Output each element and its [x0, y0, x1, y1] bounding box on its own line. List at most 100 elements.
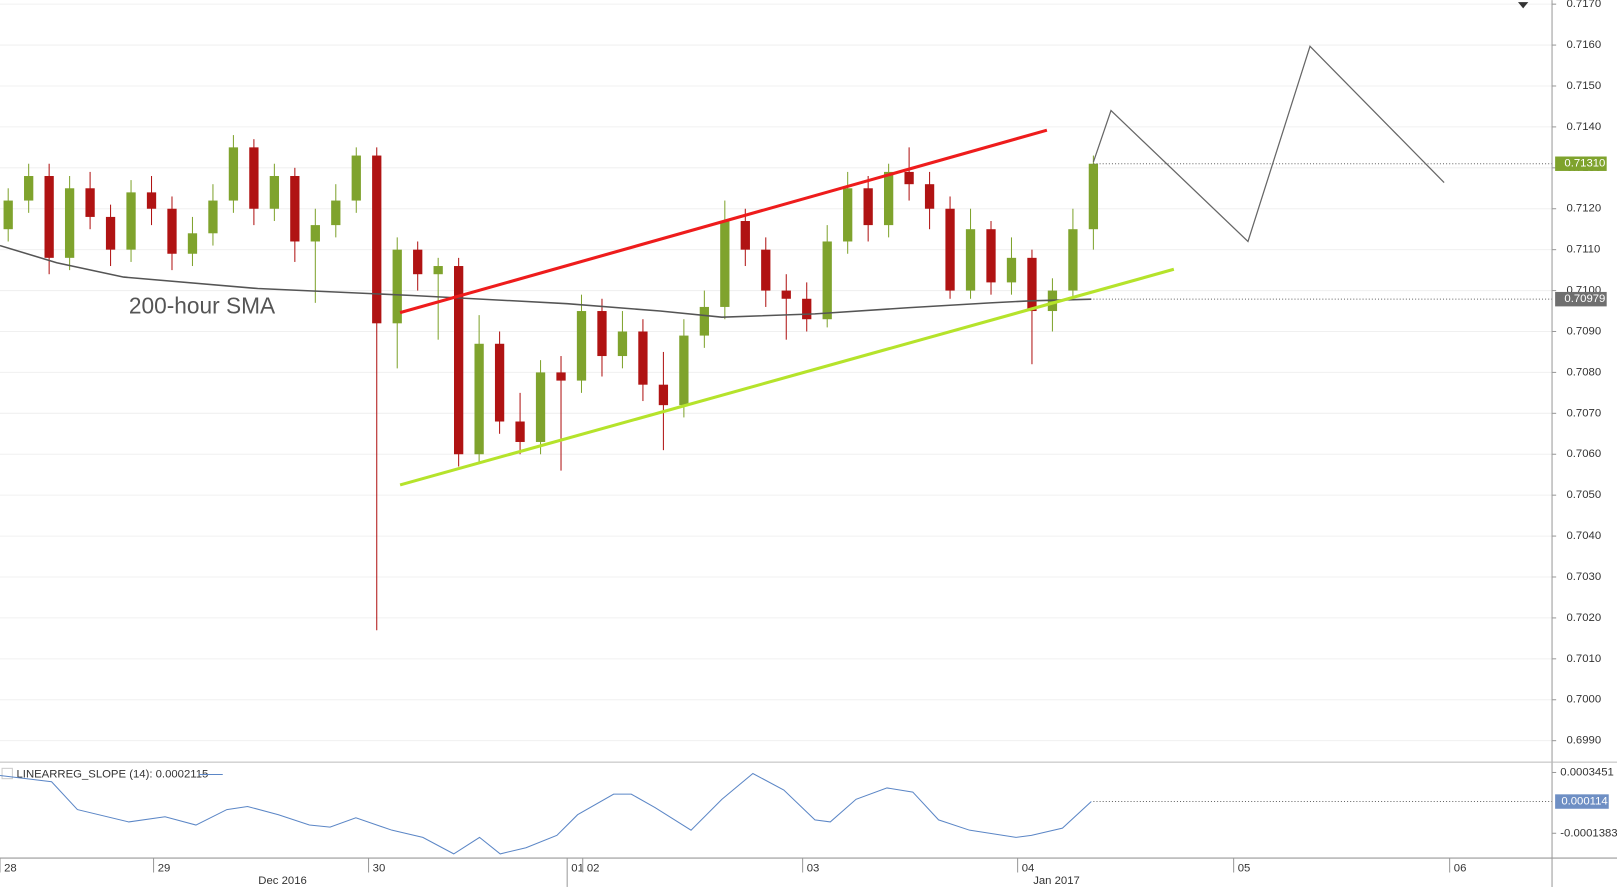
candle-body [372, 155, 382, 324]
indicator-label: LINEARREG_SLOPE (14): 0.0002115 [17, 769, 209, 781]
candle-body [413, 249, 423, 275]
candle-body [658, 384, 669, 406]
candle-body [1088, 163, 1099, 230]
price-tag-label: 0.70979 [1564, 293, 1605, 305]
candle-body [638, 331, 648, 385]
candle-body [822, 241, 832, 320]
candle-body [24, 176, 34, 201]
sma-label: 200-hour SMA [129, 292, 276, 318]
grid [0, 3, 1553, 742]
x-tick-label: 05 [1238, 862, 1251, 874]
candle-body [392, 249, 402, 324]
y-tick-label: 0.7140 [1566, 121, 1601, 133]
x-tick-label: 06 [1454, 862, 1467, 874]
menu-arrow[interactable] [1518, 2, 1529, 9]
candle-body [781, 290, 791, 299]
candle-body [761, 249, 771, 291]
x-tick-label: 28 [4, 862, 17, 874]
month-label: Dec 2016 [258, 875, 307, 887]
candle-body [167, 208, 177, 254]
candle-body [228, 147, 239, 201]
candle-body [85, 188, 95, 217]
candle-body [515, 421, 525, 442]
candle-body [331, 200, 341, 226]
candle-body [986, 229, 996, 283]
trend-line [399, 128, 1048, 315]
candle-body [843, 188, 853, 242]
candle-body [597, 311, 607, 357]
candle-body [3, 200, 13, 230]
candle-body [965, 229, 976, 291]
price-tag [1555, 291, 1607, 307]
month-label: Jan 2017 [1033, 875, 1080, 887]
candle-body [290, 176, 300, 242]
y-tick-label: 0.7000 [1566, 694, 1601, 706]
candle-body [146, 192, 157, 209]
x-tick-label: 30 [373, 862, 386, 874]
candle-body [535, 372, 546, 442]
candle-body [269, 176, 280, 209]
candle-body [187, 233, 198, 254]
indicator-tick-label: 0.0003451 [1560, 766, 1614, 778]
indicator-tick-label: -0.0001383 [1560, 827, 1617, 839]
candle-body [740, 221, 750, 250]
candle-body [208, 200, 218, 234]
candle-body [64, 188, 75, 258]
candle-body [433, 266, 443, 275]
y-tick-label: 0.7080 [1566, 366, 1601, 378]
candle-body [802, 298, 812, 320]
x-tick-label: 03 [807, 862, 820, 874]
x-tick-label: 04 [1022, 862, 1035, 874]
candle-body [1068, 229, 1078, 291]
indicator-icon [1, 767, 13, 780]
candle-body [126, 192, 136, 250]
candle-body [249, 147, 259, 209]
projection-line [1092, 45, 1445, 243]
candle-body [699, 306, 709, 336]
y-tick-label: 0.7160 [1566, 39, 1601, 51]
y-tick-label: 0.6990 [1566, 735, 1601, 747]
candle-body [105, 216, 116, 250]
y-tick-label: 0.7010 [1566, 653, 1601, 665]
y-tick-label: 0.7170 [1566, 0, 1601, 10]
x-tick-label: 01 [571, 862, 584, 874]
candle-body [1027, 257, 1037, 312]
indicator-tag-label: 0.000114 [1561, 796, 1607, 808]
candle-body [556, 372, 566, 381]
x-tick-label: 02 [587, 862, 600, 874]
candle-body [454, 266, 464, 455]
candle-body [863, 188, 873, 226]
indicator-line [0, 772, 1092, 855]
y-tick-label: 0.7150 [1566, 80, 1601, 92]
y-tick-label: 0.7050 [1566, 489, 1601, 501]
candle-body [310, 225, 320, 242]
indicator-tag [1555, 794, 1609, 809]
candle-body [720, 221, 730, 307]
y-tick-label: 0.7120 [1566, 203, 1601, 215]
candle-body [44, 176, 54, 258]
candle-body [617, 331, 628, 357]
candle-body [679, 335, 689, 406]
candle-body [1006, 257, 1017, 283]
candle-body [904, 171, 914, 185]
sma-line [0, 244, 1092, 318]
candle-body [924, 184, 935, 209]
candle-body [494, 343, 505, 422]
candle-body [945, 208, 955, 291]
y-tick-label: 0.7060 [1566, 448, 1601, 460]
y-tick-label: 0.7040 [1566, 530, 1601, 542]
candle-body [351, 155, 361, 201]
candle-body [883, 171, 894, 226]
y-tick-label: 0.7030 [1566, 571, 1601, 583]
candle-body [576, 311, 587, 381]
x-tick-label: 29 [158, 862, 171, 874]
y-tick-label: 0.7020 [1566, 612, 1601, 624]
price-tag [1555, 156, 1607, 171]
trend-line [399, 267, 1175, 487]
y-tick-label: 0.7070 [1566, 407, 1601, 419]
price-tag-label: 0.71310 [1564, 158, 1605, 170]
candle-body [474, 343, 484, 455]
y-tick-label: 0.7090 [1566, 325, 1601, 337]
